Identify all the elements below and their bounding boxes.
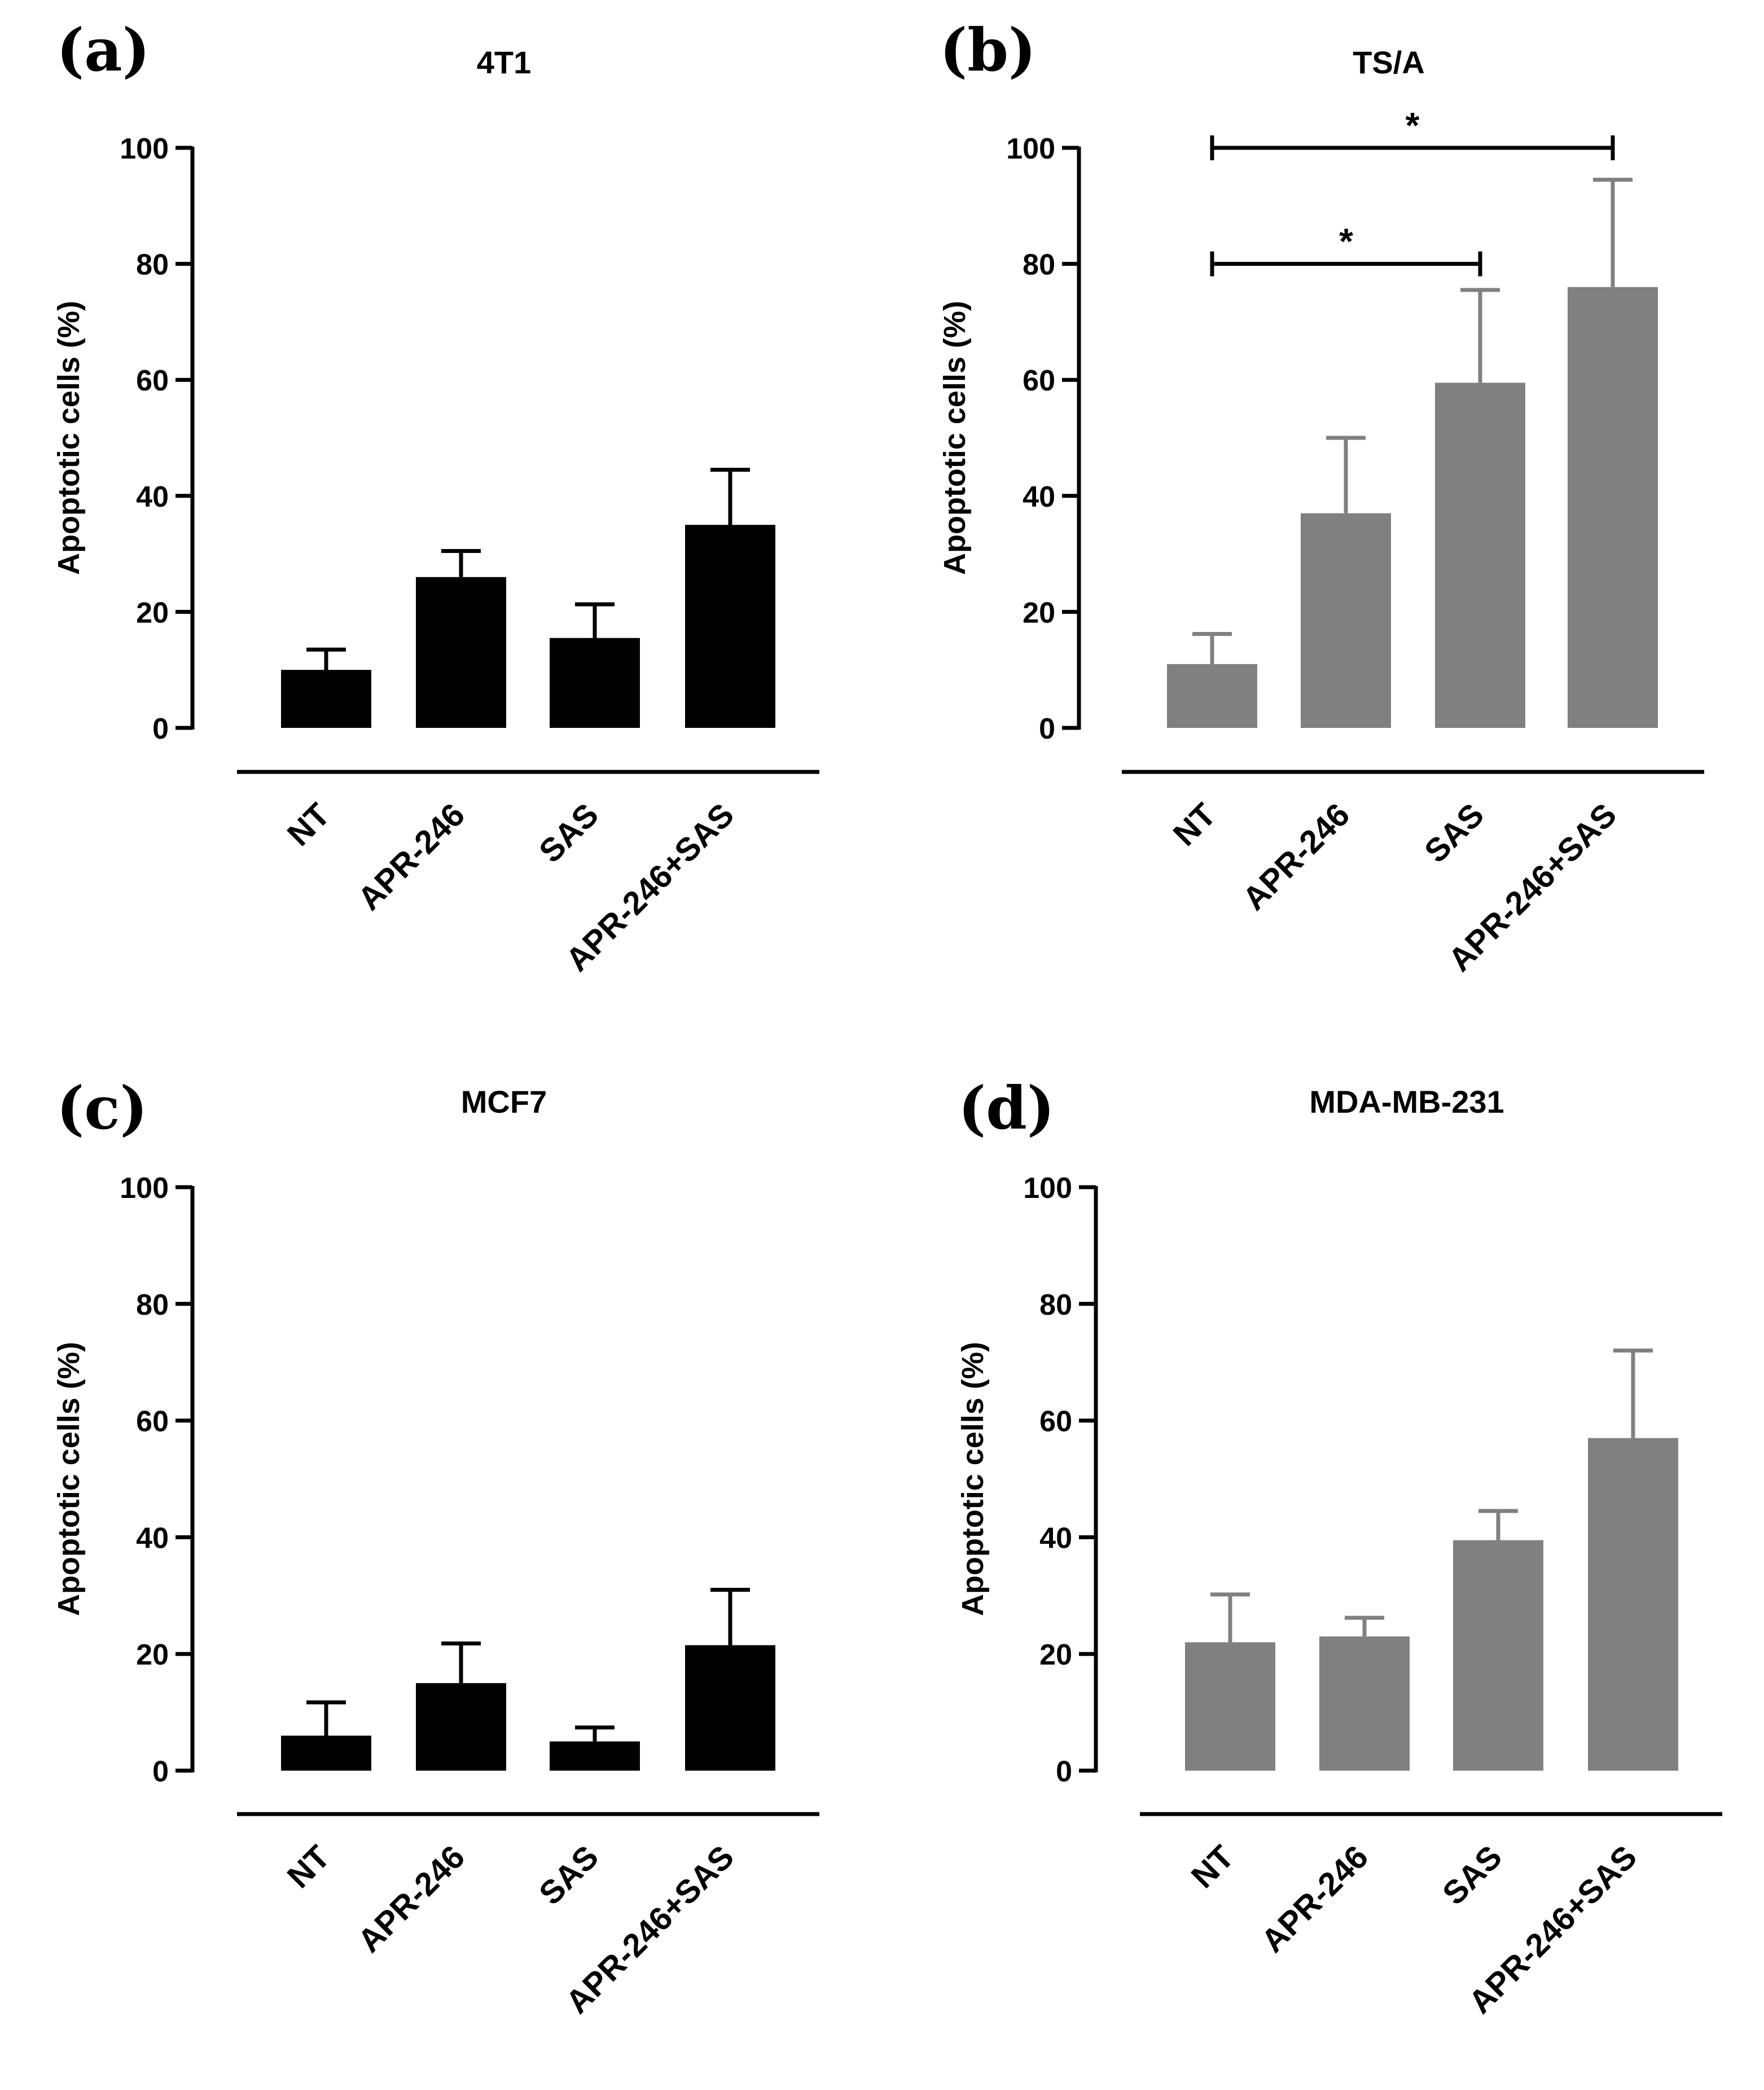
chart-title: 4T1 [477, 45, 532, 80]
y-tick-label: 40 [1023, 481, 1055, 513]
panel-b: (b) TS/A 0 20 40 60 80 100 Apoptotic cells (%) NT… [938, 15, 1704, 978]
bar-apr-246-sas [685, 525, 775, 728]
y-tick-label: 0 [152, 713, 169, 745]
y-tick-label: 20 [136, 596, 169, 629]
panel-d: (d) MDA-MB-231 0 20 40 60 80 100 Apoptotic cells… [956, 1073, 1722, 2021]
bar-nt [1167, 664, 1257, 728]
y-axis-label: Apoptotic cells (%) [956, 1342, 990, 1616]
x-tick-label: SAS [532, 1838, 605, 1912]
y-tick-label: 80 [1023, 249, 1055, 282]
y-tick-label: 0 [1056, 1755, 1072, 1788]
panel-letter: (b) [940, 15, 1036, 85]
y-tick-label: 60 [1023, 365, 1055, 397]
x-tick-label: NT [280, 796, 337, 853]
bar-apr-246 [1301, 513, 1391, 728]
significance-label: * [1406, 105, 1420, 146]
y-tick-label: 0 [1039, 713, 1055, 745]
x-tick-label: APR-246 [351, 1838, 472, 1960]
chart-title: MDA-MB-231 [1309, 1084, 1504, 1119]
bar-nt [281, 1735, 371, 1771]
x-tick-label: NT [280, 1838, 337, 1895]
bar-sas [550, 638, 640, 728]
x-tick-label: APR-246 [1254, 1838, 1376, 1960]
bar-apr-246 [1319, 1636, 1410, 1771]
y-tick-label: 40 [1039, 1522, 1072, 1555]
panel-c: (c) MCF7 0 20 40 60 80 100 Apoptotic cells (%) NT… [52, 1073, 819, 2021]
y-tick-label: 40 [136, 481, 169, 513]
y-tick-label: 80 [136, 1289, 169, 1321]
chart-title: TS/A [1353, 45, 1425, 80]
x-tick-label: SAS [1418, 796, 1491, 870]
y-tick-label: 100 [1023, 1172, 1072, 1205]
chart-title: MCF7 [461, 1084, 547, 1119]
bar-apr-246-sas [685, 1645, 775, 1771]
x-tick-label: NT [1166, 796, 1223, 853]
panel-letter: (d) [958, 1073, 1055, 1143]
y-tick-label: 20 [136, 1639, 169, 1671]
bar-apr-246 [416, 577, 506, 728]
bar-apr-246 [416, 1683, 506, 1771]
y-tick-label: 20 [1039, 1639, 1072, 1671]
panel-letter: (c) [56, 1073, 148, 1143]
y-axis-label: Apoptotic cells (%) [52, 301, 86, 575]
y-tick-label: 100 [120, 1172, 169, 1205]
y-tick-label: 60 [136, 1406, 169, 1438]
y-tick-label: 60 [136, 365, 169, 397]
bar-sas [1453, 1540, 1543, 1771]
y-tick-label: 80 [136, 249, 169, 282]
bar-sas [1435, 383, 1525, 728]
y-axis-label: Apoptotic cells (%) [52, 1342, 86, 1616]
y-tick-label: 100 [1006, 133, 1055, 165]
y-tick-label: 60 [1039, 1406, 1072, 1438]
panel-a: (a) 4T1 0 20 40 60 80 100 Apoptotic cells (%) NT A… [52, 15, 819, 978]
y-tick-label: 40 [136, 1522, 169, 1555]
bar-apr-246-sas [1588, 1438, 1678, 1771]
x-tick-label: APR-246 [1236, 796, 1357, 917]
y-tick-label: 100 [120, 133, 169, 165]
y-tick-label: 80 [1039, 1289, 1072, 1321]
bar-nt [281, 670, 371, 728]
y-tick-label: 20 [1023, 596, 1055, 629]
x-tick-label: SAS [532, 796, 605, 870]
panel-letter: (a) [56, 15, 150, 85]
x-tick-label: SAS [1436, 1838, 1509, 1912]
y-tick-label: 0 [152, 1755, 169, 1788]
significance-label: * [1339, 221, 1353, 262]
x-tick-label: NT [1184, 1838, 1241, 1895]
x-tick-label: APR-246 [351, 796, 472, 917]
bar-apr-246-sas [1568, 287, 1658, 728]
y-axis-label: Apoptotic cells (%) [938, 301, 972, 575]
bar-nt [1185, 1642, 1275, 1771]
bar-sas [550, 1741, 640, 1771]
